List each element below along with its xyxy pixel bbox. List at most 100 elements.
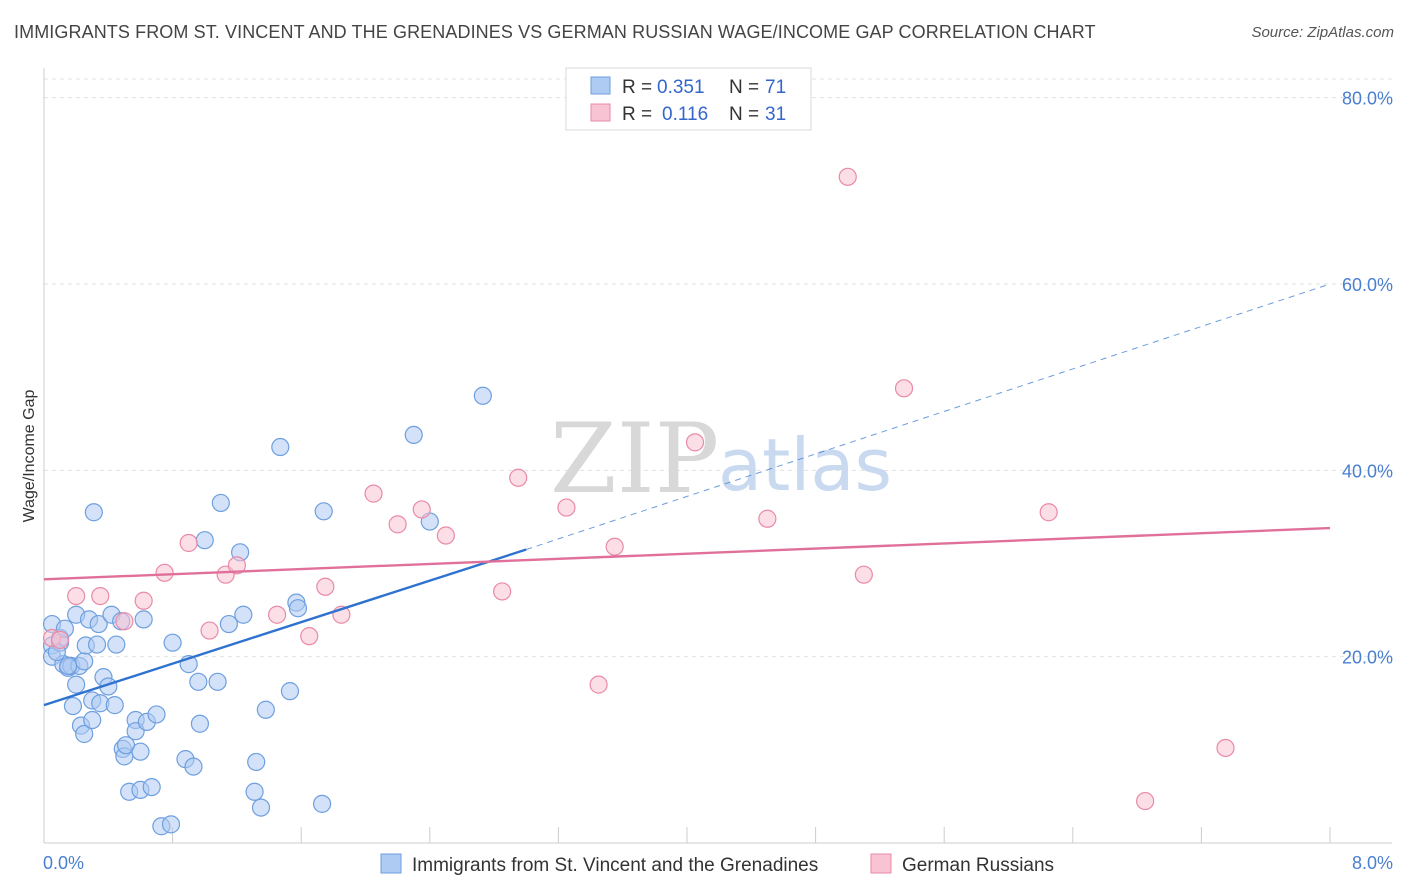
blue-point-40	[142, 777, 161, 797]
blue-point-14	[75, 652, 94, 671]
pink-point-6	[155, 563, 174, 582]
pink-point-25	[758, 509, 777, 528]
pink-point-5	[134, 591, 153, 610]
pink-point-19	[493, 582, 512, 601]
blue-point-28	[107, 635, 126, 654]
blue-point-41	[147, 705, 166, 724]
blue-point-43	[161, 815, 181, 834]
blue-point-61	[280, 682, 300, 701]
pink-point-15	[364, 484, 383, 503]
pink-point-8	[200, 621, 219, 640]
blue-point-55	[234, 605, 253, 624]
x-tick-label-min: 0.0%	[43, 853, 84, 873]
pink-point-10	[227, 556, 246, 575]
blue-point-59	[256, 700, 275, 719]
pink-point-4	[115, 612, 134, 631]
blue-point-52	[211, 493, 230, 513]
bottom-legend: Immigrants from St. Vincent and the Gren…	[380, 853, 1054, 876]
trend-line-pink	[43, 526, 1331, 581]
series-pink-points	[42, 167, 1235, 811]
legend-n-label-1: N =	[729, 77, 759, 98]
pink-point-17	[412, 500, 431, 519]
pink-point-27	[854, 565, 873, 584]
pink-point-28	[894, 379, 914, 398]
trend-line-blue-extension	[526, 283, 1331, 550]
blue-point-68	[473, 386, 492, 405]
watermark-zip: ZIP	[550, 403, 719, 515]
watermark-atlas: atlas	[718, 423, 892, 507]
y-tick-label-20: 20.0%	[1342, 648, 1393, 668]
blue-point-22	[89, 614, 108, 634]
pink-point-16	[388, 515, 407, 534]
blue-point-15	[75, 724, 94, 744]
pink-point-18	[436, 526, 455, 545]
legend-n-value-2: 31	[765, 104, 786, 125]
blue-point-9	[63, 696, 83, 716]
y-tick-label-60: 60.0%	[1342, 275, 1393, 295]
legend: R = 0.351 N = 71 R = 0.116 N = 31	[565, 67, 812, 131]
x-tick-label-max: 8.0%	[1352, 853, 1393, 873]
pink-point-31	[1216, 738, 1235, 758]
bottom-legend-label-pink: German Russians	[902, 855, 1054, 876]
legend-r-label-1: R =	[622, 77, 652, 98]
blue-point-49	[190, 714, 210, 733]
pink-point-12	[300, 627, 319, 646]
pink-point-24	[685, 433, 705, 452]
blue-point-36	[131, 742, 150, 761]
blue-point-65	[314, 502, 333, 521]
pink-point-22	[589, 675, 608, 694]
series-blue-points	[42, 386, 492, 836]
trend-lines	[43, 283, 1331, 707]
axes	[43, 68, 1392, 844]
blue-point-69	[59, 656, 78, 676]
blue-point-63	[288, 599, 308, 618]
pink-point-2	[67, 586, 86, 606]
blue-point-66	[404, 425, 423, 445]
tick-labels: 20.0% 40.0% 60.0% 80.0% 0.0% 8.0%	[43, 89, 1393, 873]
source-label: Source: ZipAtlas.com	[1251, 24, 1394, 41]
blue-point-57	[247, 752, 266, 772]
blue-point-27	[105, 696, 124, 715]
pink-point-30	[1136, 791, 1155, 811]
bottom-legend-swatch-pink	[870, 853, 892, 874]
blue-point-21	[87, 635, 107, 654]
blue-point-51	[208, 672, 227, 691]
legend-swatch-blue	[590, 76, 611, 95]
pink-point-3	[91, 586, 110, 606]
blue-point-48	[189, 672, 208, 691]
grid	[44, 78, 1392, 658]
pink-point-13	[316, 577, 335, 596]
legend-swatch-pink	[590, 103, 611, 122]
blue-point-58	[251, 798, 271, 817]
chart-title: IMMIGRANTS FROM ST. VINCENT AND THE GREN…	[14, 22, 1096, 42]
blue-point-38	[134, 610, 153, 629]
blue-point-18	[83, 710, 102, 730]
pink-point-29	[1039, 503, 1058, 522]
legend-n-value-1: 71	[765, 77, 786, 98]
blue-point-20	[84, 503, 103, 522]
blue-point-50	[195, 531, 214, 550]
pink-point-20	[509, 468, 528, 487]
y-tick-label-80: 80.0%	[1342, 89, 1393, 109]
pink-point-21	[557, 498, 576, 517]
watermark: ZIP atlas	[550, 403, 892, 515]
blue-point-56	[245, 782, 264, 801]
legend-r-value-1: 0.351	[657, 77, 705, 98]
legend-r-value-2: 0.116	[662, 104, 708, 125]
pink-point-11	[267, 605, 287, 624]
blue-point-44	[163, 633, 182, 652]
bottom-legend-label-blue: Immigrants from St. Vincent and the Gren…	[412, 855, 818, 876]
blue-point-64	[312, 794, 332, 813]
blue-point-10	[67, 675, 86, 694]
pink-point-7	[179, 533, 198, 553]
legend-r-label-2: R =	[622, 104, 652, 125]
blue-point-53	[219, 614, 238, 634]
pink-point-26	[838, 167, 857, 186]
trend-line-blue	[43, 548, 527, 707]
y-axis-label: Wage/Income Gap	[21, 390, 38, 523]
legend-n-label-2: N =	[729, 104, 759, 125]
pink-point-1	[50, 630, 70, 649]
bottom-legend-swatch-blue	[380, 853, 402, 874]
blue-point-47	[184, 757, 203, 776]
